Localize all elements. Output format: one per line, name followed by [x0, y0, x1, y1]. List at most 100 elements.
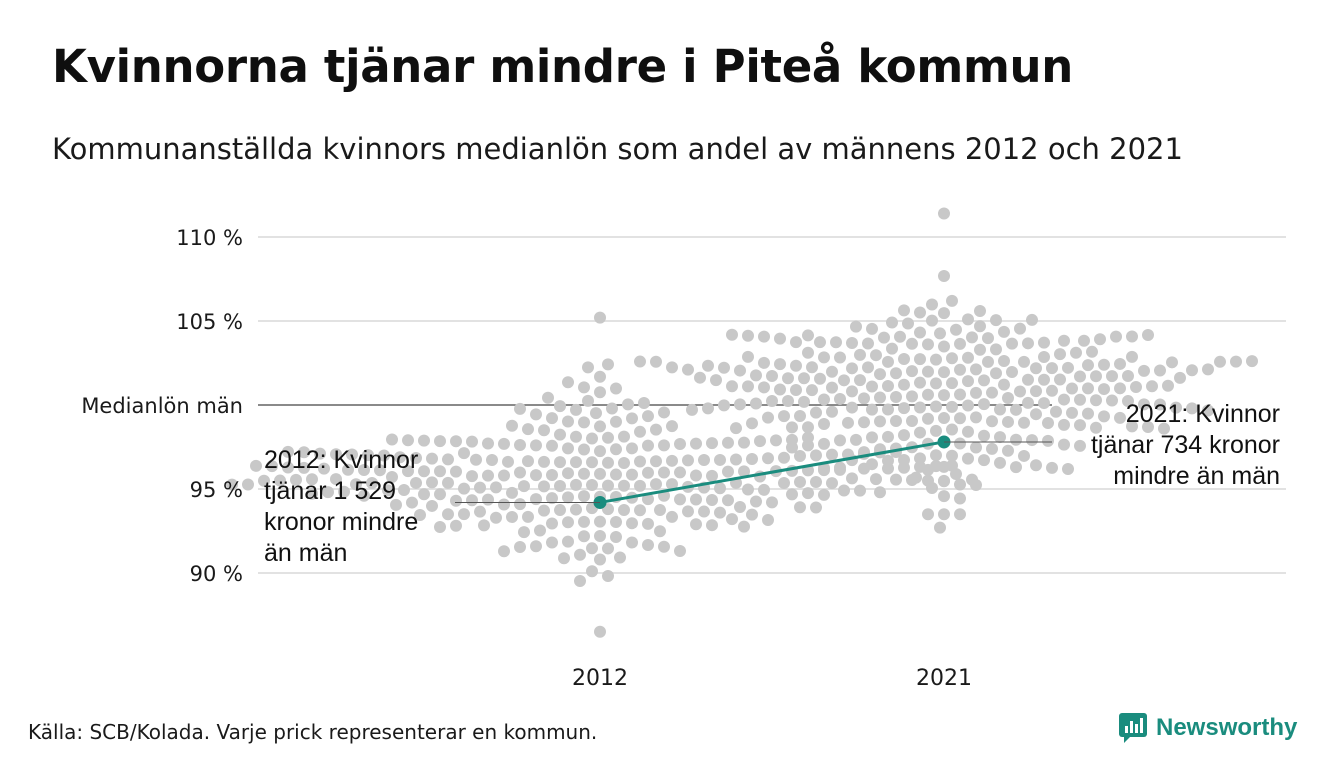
municipality-dot — [658, 466, 670, 479]
municipality-dot — [450, 435, 462, 448]
municipality-dot — [1014, 322, 1026, 335]
municipality-dot — [306, 487, 318, 500]
municipality-dot — [570, 430, 582, 443]
municipality-dot — [466, 435, 478, 448]
municipality-dot — [910, 471, 922, 484]
municipality-dot — [946, 400, 958, 413]
municipality-dot — [594, 445, 606, 458]
municipality-dot — [574, 548, 586, 561]
municipality-dot — [1186, 402, 1198, 415]
municipality-dot — [626, 412, 638, 425]
municipality-dot — [518, 480, 530, 493]
municipality-dot — [818, 437, 830, 450]
municipality-dot — [530, 493, 542, 506]
municipality-dot — [1086, 345, 1098, 358]
municipality-dot — [706, 437, 718, 450]
municipality-dot — [374, 464, 386, 477]
municipality-dot — [826, 405, 838, 418]
municipality-dot — [346, 448, 358, 461]
municipality-dot — [810, 476, 822, 489]
municipality-dot — [1014, 385, 1026, 398]
municipality-dot — [1062, 361, 1074, 374]
municipality-dot — [406, 496, 418, 509]
municipality-dot — [998, 378, 1010, 391]
municipality-dot — [870, 473, 882, 486]
municipality-dot — [1054, 348, 1066, 361]
municipality-dot — [734, 500, 746, 513]
municipality-dot — [874, 486, 886, 499]
highlight-line — [599, 440, 945, 504]
municipality-dot — [1154, 398, 1166, 411]
municipality-dot — [1122, 395, 1134, 408]
municipality-dot — [610, 443, 622, 456]
municipality-dot — [658, 540, 670, 553]
municipality-dot — [1158, 422, 1170, 435]
municipality-dot — [610, 382, 622, 395]
municipality-dot — [874, 391, 886, 404]
municipality-dot — [938, 490, 950, 503]
municipality-dot — [1082, 407, 1094, 420]
municipality-dot — [594, 311, 606, 324]
municipality-dot — [954, 388, 966, 401]
municipality-dot — [926, 314, 938, 327]
municipality-dot — [770, 434, 782, 447]
municipality-dot — [898, 304, 910, 317]
municipality-dot — [926, 298, 938, 311]
municipality-dot — [846, 472, 858, 485]
municipality-dot — [946, 377, 958, 390]
municipality-dot — [682, 505, 694, 518]
municipality-dot — [466, 494, 478, 507]
municipality-dot — [314, 447, 326, 460]
municipality-dot — [1046, 461, 1058, 474]
municipality-dot — [1186, 364, 1198, 377]
municipality-dot — [834, 461, 846, 474]
municipality-dot — [578, 381, 590, 394]
municipality-dot — [554, 428, 566, 441]
municipality-dot — [826, 477, 838, 490]
municipality-dot — [1106, 394, 1118, 407]
municipality-dot — [706, 493, 718, 506]
municipality-dot — [578, 443, 590, 456]
municipality-dot — [882, 355, 894, 368]
municipality-dot — [586, 542, 598, 555]
municipality-dot — [458, 508, 470, 521]
municipality-dot — [1090, 394, 1102, 407]
municipality-dot — [634, 355, 646, 368]
municipality-dot — [990, 367, 1002, 380]
municipality-dot — [1122, 369, 1134, 382]
y-tick-label: 105 % — [176, 310, 243, 334]
municipality-dot — [1142, 329, 1154, 342]
municipality-dot — [562, 415, 574, 428]
municipality-dot — [998, 354, 1010, 367]
municipality-dot — [898, 378, 910, 391]
municipality-dot — [582, 394, 594, 407]
municipality-dot — [666, 454, 678, 467]
municipality-dot — [818, 462, 830, 475]
municipality-dot — [890, 391, 902, 404]
municipality-dot — [574, 575, 586, 588]
municipality-dot — [682, 363, 694, 376]
municipality-dot — [690, 518, 702, 531]
municipality-dot — [242, 478, 254, 491]
municipality-dot — [530, 540, 542, 553]
municipality-dot — [658, 406, 670, 419]
municipality-dot — [1002, 392, 1014, 405]
y-tick-label: 95 % — [190, 478, 243, 502]
municipality-dot — [538, 480, 550, 493]
municipality-dot — [906, 337, 918, 350]
municipality-dot — [738, 465, 750, 478]
municipality-dot — [746, 417, 758, 430]
municipality-dot — [450, 494, 462, 507]
municipality-dot — [794, 475, 806, 488]
municipality-dot — [282, 445, 294, 458]
x-tick-label: 2021 — [916, 666, 972, 691]
municipality-dot — [914, 326, 926, 339]
municipality-dot — [866, 431, 878, 444]
municipality-dot — [922, 412, 934, 425]
municipality-dot — [514, 439, 526, 452]
municipality-dot — [1214, 355, 1226, 368]
brand-logo[interactable]: Newsworthy — [1118, 712, 1297, 744]
municipality-dot — [514, 466, 526, 479]
municipality-dot — [890, 415, 902, 428]
municipality-dot — [690, 469, 702, 482]
